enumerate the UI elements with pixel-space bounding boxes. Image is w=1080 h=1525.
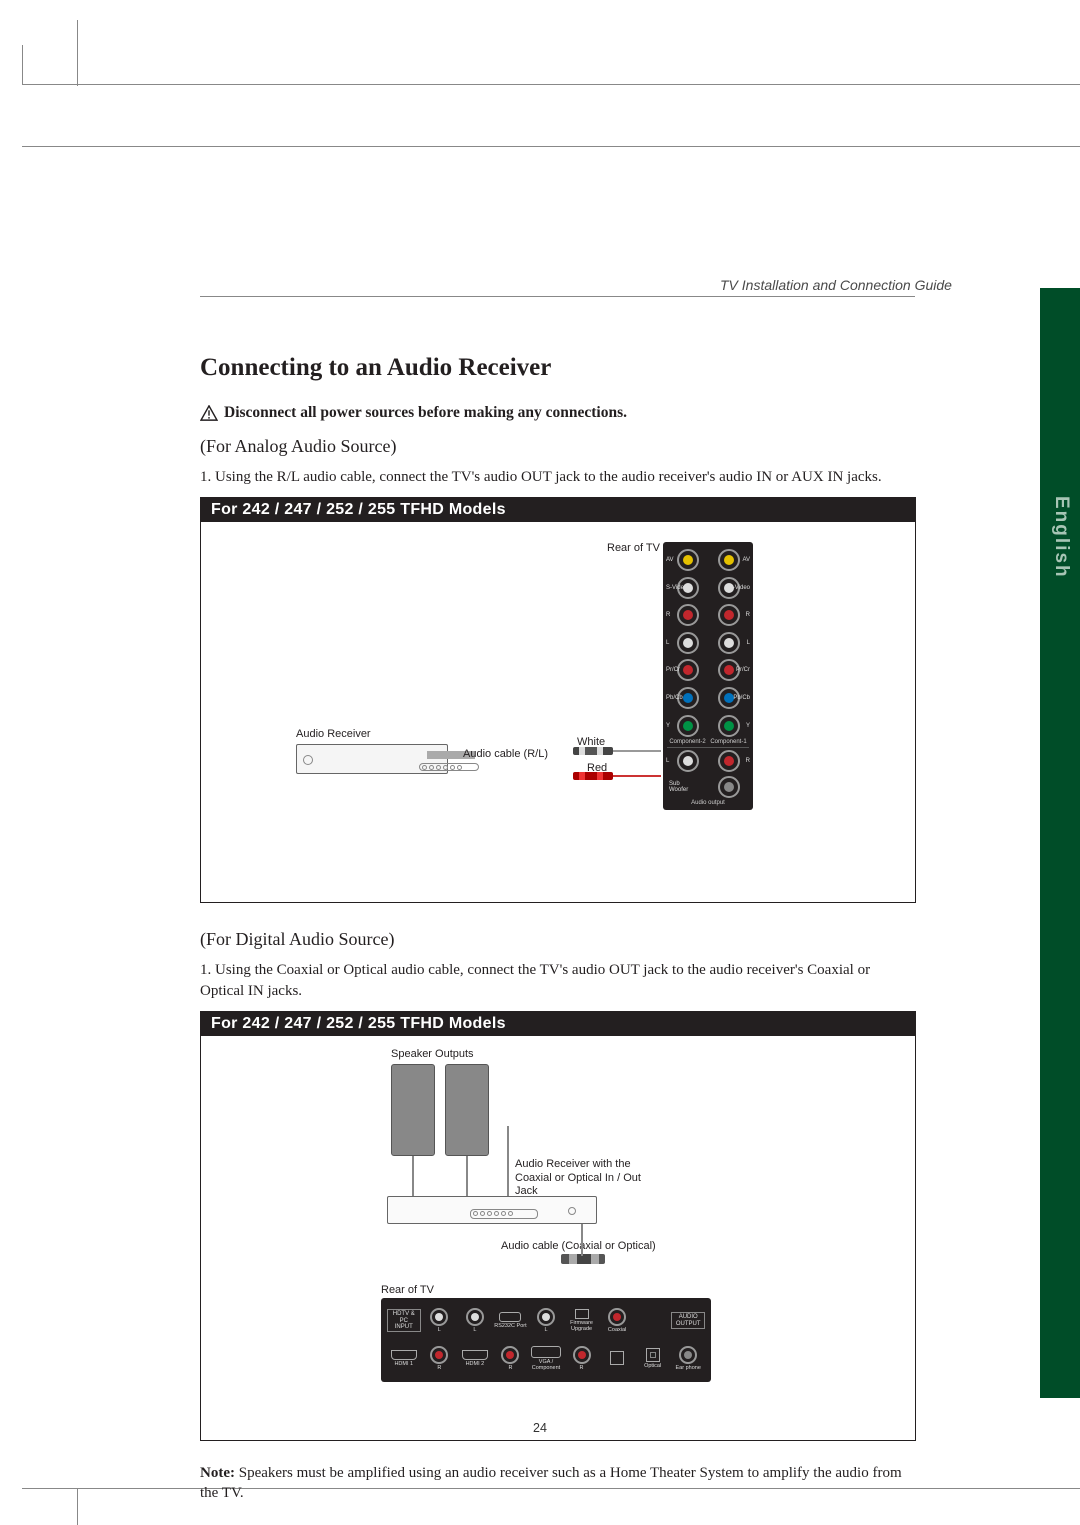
note-label: Note: (200, 1465, 235, 1481)
rear-of-tv-label: Rear of TV (381, 1284, 434, 1296)
running-header: TV Installation and Connection Guide (720, 277, 952, 293)
receiver-label: Audio Receiver with the Coaxial or Optic… (515, 1158, 665, 1199)
analog-subhead: (For Analog Audio Source) (200, 436, 916, 457)
warning-text: Disconnect all power sources before maki… (224, 404, 627, 422)
wire-white (613, 750, 661, 752)
warning-icon (200, 405, 218, 421)
digital-subhead: (For Digital Audio Source) (200, 929, 916, 950)
digital-figure: Speaker Outputs Audio Receiver with the … (201, 1036, 915, 1440)
crop-mark (22, 146, 1080, 147)
receiver-label: Audio Receiver (296, 728, 371, 740)
tv-rear-panel-bottom: HDTV & PC INPUTLLRS232C PortLFirmware Up… (381, 1298, 711, 1382)
coaxial-plug-icon (561, 1254, 605, 1264)
language-tab (1040, 288, 1080, 1398)
warning-row: Disconnect all power sources before maki… (200, 404, 916, 422)
wire (581, 1224, 583, 1256)
digital-panel: For 242 / 247 / 252 / 255 TFHD Models Sp… (200, 1011, 916, 1441)
wire (412, 1156, 414, 1196)
page: English TV Installation and Connection G… (0, 0, 1080, 1525)
crop-mark (77, 20, 78, 86)
crop-mark (22, 84, 1080, 96)
tv-rear-panel: AVAVS-VideoS-VideoRRLLPr/CrPr/CrPb/CbPb/… (663, 542, 753, 810)
analog-panel: For 242 / 247 / 252 / 255 TFHD Models Re… (200, 497, 916, 903)
page-number: 24 (0, 1421, 1080, 1435)
wire (507, 1126, 509, 1196)
content: Connecting to an Audio Receiver Disconne… (200, 354, 916, 1513)
header-rule (200, 296, 915, 297)
wire (466, 1156, 468, 1196)
digital-panel-title: For 242 / 247 / 252 / 255 TFHD Models (201, 1012, 915, 1036)
cable-label: Audio cable (Coaxial or Optical) (501, 1240, 656, 1252)
audio-receiver-icon (296, 744, 448, 774)
wire (507, 1126, 509, 1128)
rear-of-tv-label: Rear of TV (607, 542, 660, 554)
speaker-icon (445, 1064, 489, 1156)
audio-receiver-icon (387, 1196, 597, 1224)
digital-step: 1. Using the Coaxial or Optical audio ca… (200, 960, 916, 1001)
speaker-icon (391, 1064, 435, 1156)
analog-figure: Rear of TV Audio Receiver Audio cable (R… (201, 522, 915, 902)
note-text: Note: Speakers must be amplified using a… (200, 1463, 916, 1504)
analog-panel-title: For 242 / 247 / 252 / 255 TFHD Models (201, 498, 915, 522)
note-body: Speakers must be amplified using an audi… (200, 1465, 902, 1501)
rca-plug-red-icon (573, 772, 613, 780)
language-tab-label: English (1050, 496, 1072, 579)
speaker-outputs-label: Speaker Outputs (391, 1048, 474, 1060)
crop-mark (77, 1489, 78, 1525)
analog-step: 1. Using the R/L audio cable, connect th… (200, 467, 916, 487)
wire-red (613, 775, 661, 777)
page-title: Connecting to an Audio Receiver (200, 354, 916, 382)
rca-plug-white-icon (573, 747, 613, 755)
cable-label: Audio cable (R/L) (463, 748, 548, 760)
